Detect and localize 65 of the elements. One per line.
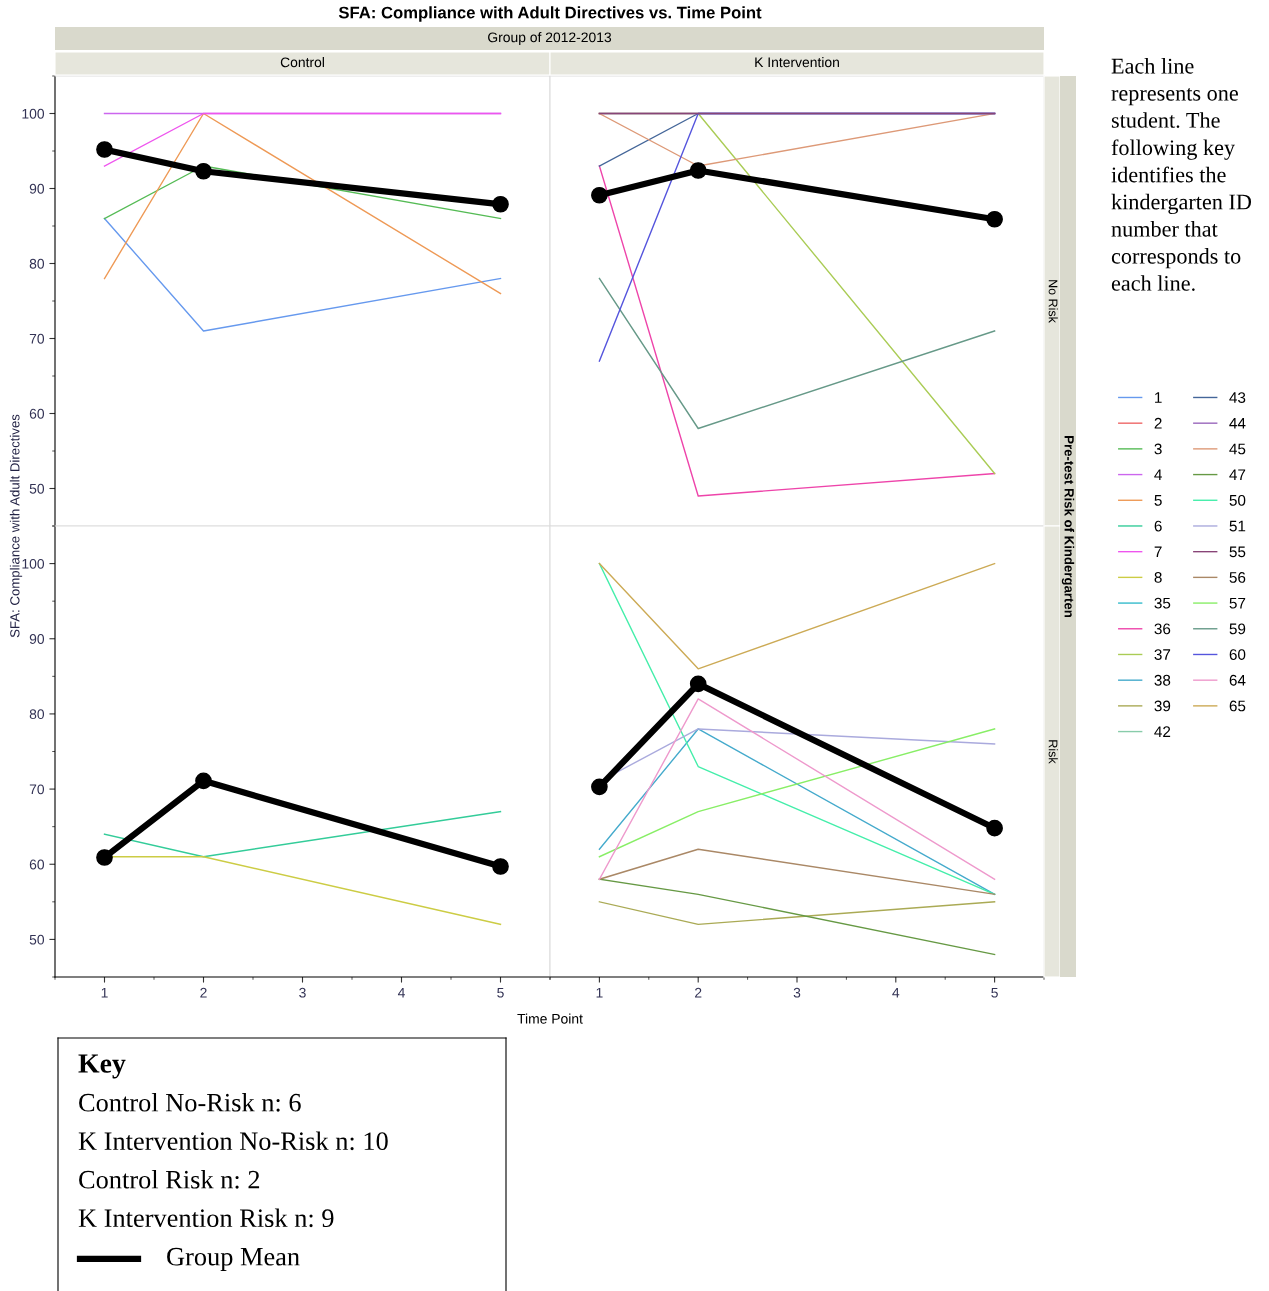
legend-label: 38 — [1154, 674, 1171, 686]
y-tick-label: 100 — [22, 558, 45, 569]
y-tick-label: 50 — [29, 483, 45, 494]
legend-label: 6 — [1154, 520, 1162, 532]
x-tick-label: 4 — [892, 987, 900, 998]
text: SFA: Compliance with Adult Directives — [9, 414, 23, 638]
y-tick-label: 60 — [29, 408, 45, 419]
x-tick-label: 5 — [497, 987, 504, 998]
x-tick-label: 1 — [101, 987, 108, 998]
text: SFA: Compliance with Adult Directives vs. Time Point — [338, 6, 762, 22]
y-tick-label: 50 — [29, 934, 45, 945]
y-tick-label: 90 — [29, 183, 45, 194]
legend-label: 47 — [1229, 469, 1246, 480]
legend-label: 65 — [1229, 700, 1246, 712]
legend-label: 37 — [1154, 649, 1171, 660]
y-tick-label: 100 — [22, 108, 45, 119]
legend-label: 5 — [1154, 495, 1162, 506]
legend-label: 42 — [1154, 726, 1171, 737]
text: Pre-test Risk of Kindergarten — [1061, 436, 1075, 617]
y-tick-label: 70 — [29, 784, 45, 795]
text: Time Point — [517, 1013, 583, 1024]
legend-label: 50 — [1229, 494, 1246, 506]
legend-label: 56 — [1229, 572, 1246, 583]
legend-label: 57 — [1229, 597, 1246, 609]
legend-label: 3 — [1154, 443, 1162, 455]
y-tick-label: 80 — [29, 258, 45, 269]
legend-label: 2 — [1154, 417, 1162, 429]
legend-label: 36 — [1154, 623, 1171, 635]
text: Control Risk n: 2 — [79, 1170, 260, 1189]
legend-label: 1 — [1155, 392, 1162, 403]
y2-axis-title: No Risk — [1048, 280, 1058, 323]
legend-label: 45 — [1229, 443, 1246, 455]
text: Control No-Risk n: 6 — [79, 1093, 301, 1112]
legend-label: 64 — [1229, 674, 1246, 686]
text: Group of 2012-2013 — [488, 32, 612, 45]
x-tick-label: 2 — [200, 987, 207, 998]
legend-label: 55 — [1229, 546, 1246, 558]
x-tick-label: 2 — [695, 987, 702, 998]
legend-label: 39 — [1154, 700, 1171, 712]
text: K Intervention No-Risk n: 10 — [78, 1131, 388, 1151]
legend-label: 44 — [1229, 418, 1246, 429]
y-tick-label: 90 — [29, 634, 45, 644]
chart-title: Control — [280, 57, 324, 68]
x-tick-label: 5 — [991, 987, 998, 998]
legend-title: Key — [78, 1054, 126, 1079]
legend-label: 35 — [1154, 597, 1171, 609]
legend-label: 7 — [1154, 546, 1162, 558]
x-tick-label: 4 — [397, 987, 405, 998]
x-tick-label: 1 — [596, 987, 603, 998]
text: K Intervention Risk n: 9 — [78, 1208, 334, 1228]
y-tick-label: 70 — [29, 333, 45, 344]
y-tick-label: 60 — [29, 859, 45, 870]
legend-label: 59 — [1229, 623, 1246, 635]
chart-title: K Intervention — [755, 57, 839, 68]
legend-label: 8 — [1154, 572, 1162, 583]
legend-label: 51 — [1229, 520, 1246, 532]
legend-label: 43 — [1229, 392, 1246, 403]
legend-label: 60 — [1229, 649, 1246, 660]
x-tick-label: 3 — [793, 987, 801, 998]
y2-axis-title: Risk — [1048, 740, 1058, 764]
y-tick-label: 80 — [29, 709, 45, 720]
x-tick-label: 3 — [299, 987, 306, 998]
text: Group Mean — [167, 1247, 300, 1271]
text: Each line represents one student. The following key identifies the kindergarten ID number that corresponds to each line. — [1111, 58, 1252, 291]
legend-label: 4 — [1154, 469, 1162, 480]
